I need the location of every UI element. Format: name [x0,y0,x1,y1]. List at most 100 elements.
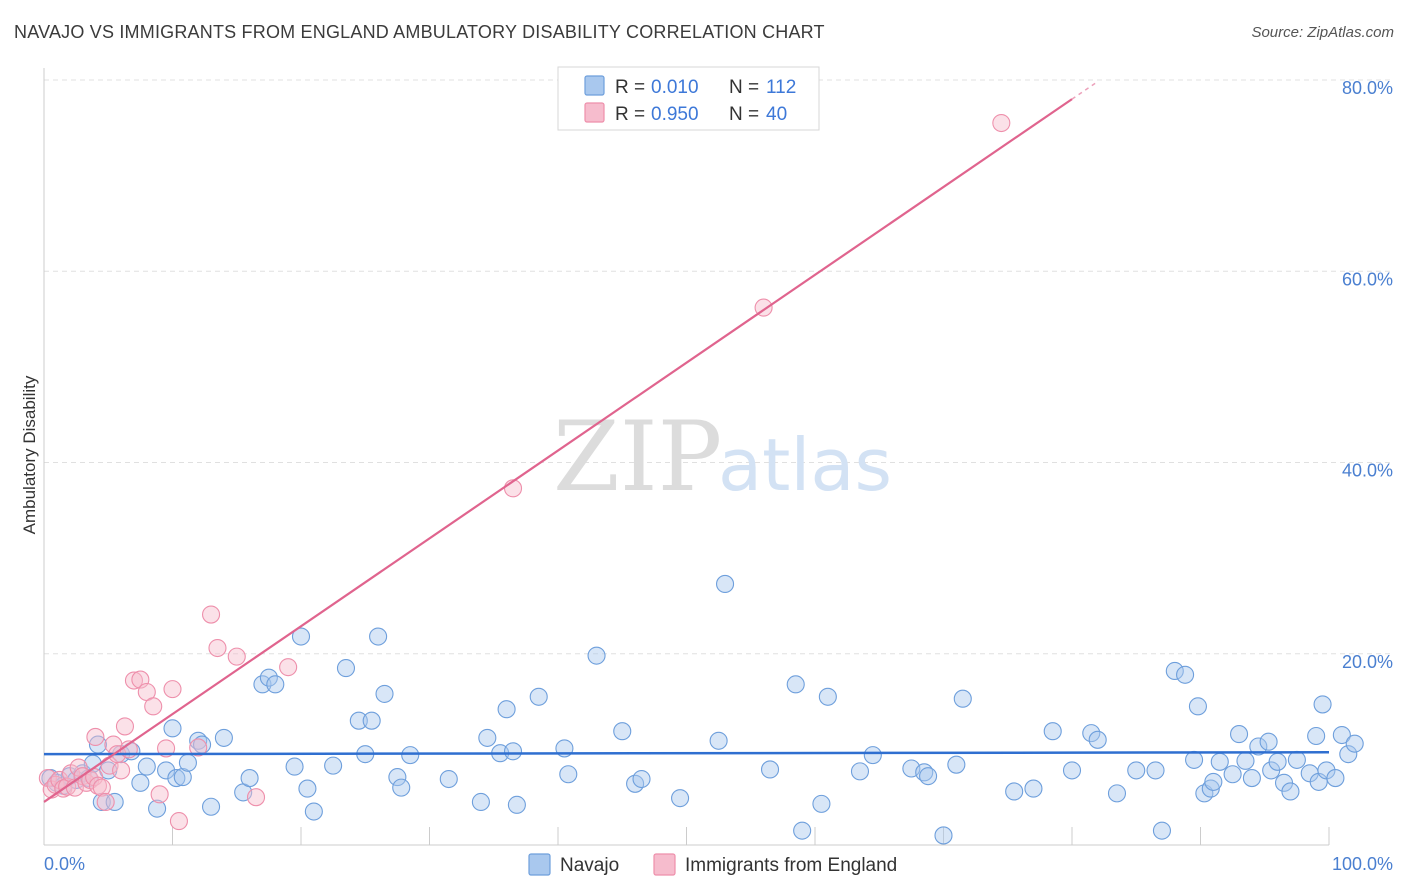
y-tick-labels: 20.0% 40.0% 60.0% 80.0% [1342,78,1393,672]
navajo-point [1176,665,1195,684]
england-point [96,792,115,812]
england-point [992,113,1011,133]
navajo-point [715,574,735,593]
england-point [202,605,221,624]
legend-r-label-navajo: R = [615,77,645,98]
england-point [163,680,182,699]
england-point [227,647,246,666]
england-point [246,788,266,807]
bottom-legend-label-navajo: Navajo [560,855,619,876]
navajo-point [863,746,882,765]
navajo-point [760,760,780,779]
navajo-point [202,797,221,816]
legend-box: R = 0.010 N = 112 R = 0.950 N = 40 [557,66,820,131]
navajo-point [632,769,651,789]
navajo-point [934,826,953,845]
navajo-point [587,646,606,665]
navajo-point [818,687,837,706]
navajo-point [1236,751,1255,770]
y-tick-label: 80.0% [1342,78,1393,98]
navajo-point [131,773,150,792]
navajo-point [812,794,831,813]
legend-n-value-navajo: 112 [766,77,796,98]
navajo-point [507,795,526,814]
watermark: ZIP atlas [553,401,892,513]
navajo-point [793,821,812,840]
navajo-point [919,767,938,786]
england-point [144,697,163,716]
england-points [38,113,1011,831]
navajo-point [1082,724,1101,743]
bottom-legend-label-england: Immigrants from England [685,855,897,876]
navajo-point [947,755,966,774]
y-tick-label: 60.0% [1342,269,1393,289]
navajo-point [324,756,343,775]
legend-swatch-navajo [584,75,605,96]
y-tick-label: 40.0% [1342,461,1393,481]
navajo-point [1146,761,1165,780]
bottom-legend-swatch-navajo [528,853,551,876]
navajo-point [1062,761,1082,780]
navajo-point [613,722,632,741]
legend-n-label-england: N = [729,104,759,125]
navajo-trend-line [43,750,1330,756]
navajo-point [478,728,497,747]
navajo-point [1223,765,1242,784]
england-trend-extension [1071,80,1099,100]
y-axis-label: Ambulatory Disability [20,375,39,534]
navajo-point [304,802,323,821]
navajo-point [137,757,156,776]
legend-swatch-england [584,102,605,123]
navajo-point [786,675,805,694]
watermark-zip: ZIP [553,401,722,513]
england-point [92,778,111,797]
navajo-point [240,769,259,788]
bottom-legend-swatch-england [653,853,676,876]
navajo-point [1185,750,1204,769]
navajo-point [388,768,407,787]
navajo-point [503,742,523,761]
navajo-point [471,792,490,812]
navajo-point [392,778,411,797]
navajo-point [259,668,278,687]
legend-r-value-england: 0.950 [651,104,699,125]
bottom-legend: Navajo Immigrants from England [528,853,897,876]
navajo-point [529,687,548,706]
navajo-point [1152,821,1171,840]
navajo-point [1242,769,1261,788]
navajo-point [375,684,394,703]
navajo-point [1230,725,1249,744]
navajo-point [369,627,388,646]
navajo-point [1088,730,1107,749]
england-point [189,738,208,757]
navajo-point [1345,734,1364,753]
navajo-point [285,757,304,776]
source-label: Source: ZipAtlas.com [1251,24,1394,41]
navajo-point [173,768,192,787]
navajo-point [163,719,182,738]
england-point [50,770,69,790]
england-point [150,785,169,804]
navajo-point [1332,725,1351,745]
navajo-point [1043,722,1062,741]
navajo-point [1188,697,1207,716]
navajo-point [148,799,167,818]
navajo-point [497,700,516,719]
x-tick-marks [43,827,1330,845]
navajo-point [1204,772,1223,791]
legend-n-label-navajo: N = [729,77,759,98]
england-point [38,769,57,788]
navajo-points [41,574,1364,845]
england-point [208,638,227,658]
navajo-point [214,728,233,747]
navajo-point [1249,737,1268,756]
navajo-point [1210,752,1229,771]
navajo-point [1107,784,1127,803]
y-tick-label: 20.0% [1342,652,1393,672]
navajo-point [178,753,197,772]
gridlines [44,79,1393,655]
england-point [169,812,188,831]
x-tick-label-max: 100.0% [1332,854,1393,874]
navajo-point [336,659,356,678]
navajo-point [157,761,176,780]
